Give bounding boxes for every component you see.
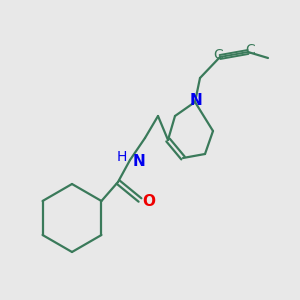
Text: O: O	[142, 194, 155, 208]
Text: C: C	[245, 43, 255, 57]
Text: C: C	[213, 48, 223, 62]
Text: N: N	[190, 93, 202, 108]
Text: N: N	[133, 154, 146, 169]
Text: H: H	[117, 150, 127, 164]
